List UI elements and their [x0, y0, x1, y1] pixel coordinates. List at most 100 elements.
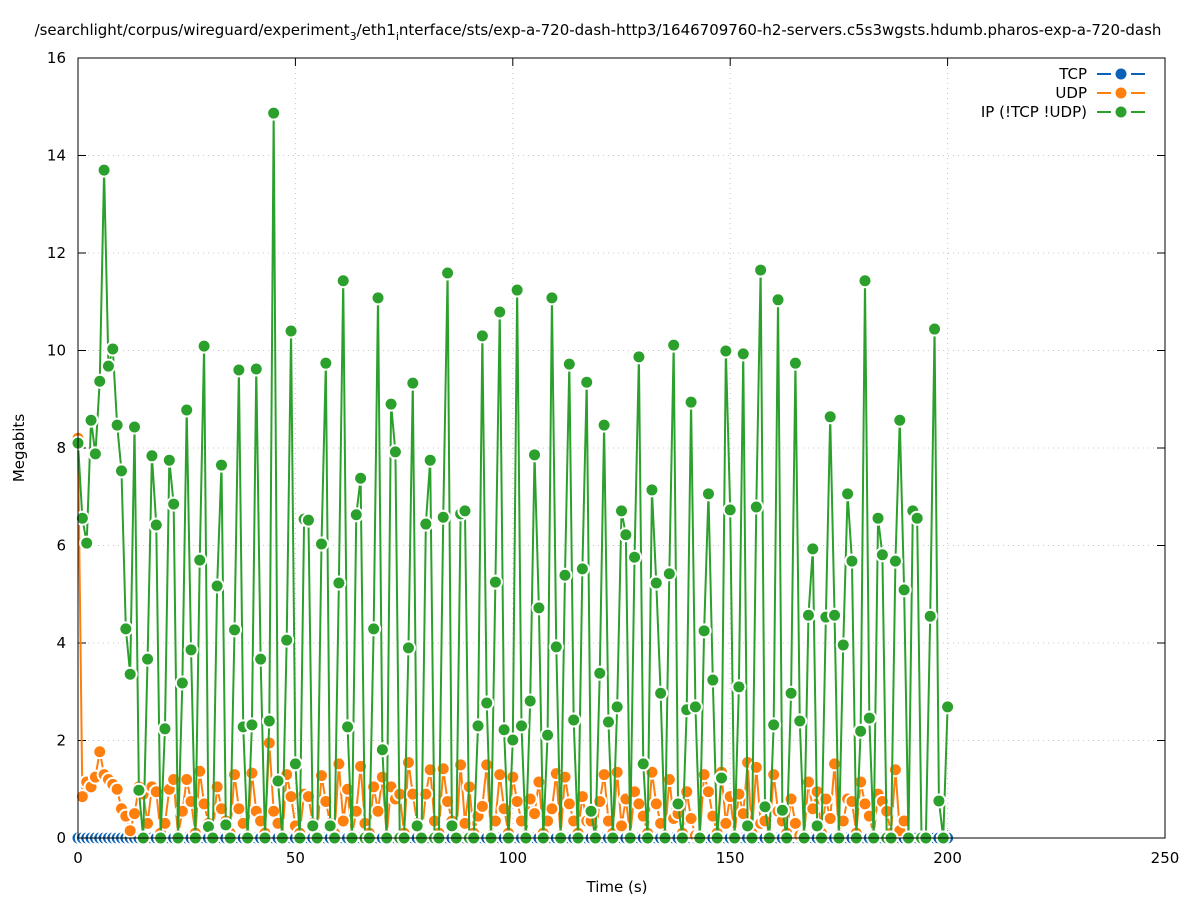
axes: 0 2 4 6 8 10 12 14 16 0 50 100 150 200 250	[47, 49, 1179, 867]
x-tick-label: 150	[716, 849, 745, 867]
data-point	[731, 679, 747, 695]
data-point	[387, 444, 403, 460]
data-point	[313, 536, 329, 552]
data-point	[400, 754, 416, 770]
data-point	[227, 767, 243, 783]
data-point	[561, 796, 577, 812]
data-point	[874, 547, 890, 563]
data-point	[122, 666, 138, 682]
data-point	[87, 446, 103, 462]
data-point	[774, 802, 790, 818]
y-tick-label: 8	[56, 439, 66, 457]
data-point	[318, 355, 334, 371]
series-ip	[70, 105, 956, 846]
data-point	[783, 685, 799, 701]
data-point	[244, 765, 260, 781]
data-point	[887, 762, 903, 778]
data-point	[127, 806, 143, 822]
data-point	[592, 665, 608, 681]
data-point	[374, 742, 390, 758]
data-point	[666, 337, 682, 353]
data-point	[800, 607, 816, 623]
data-point	[857, 273, 873, 289]
data-point	[896, 582, 912, 598]
data-point	[100, 358, 116, 374]
data-point	[522, 791, 538, 807]
data-point	[583, 803, 599, 819]
plot-border	[77, 57, 1166, 839]
data-point	[253, 651, 269, 667]
data-point	[244, 717, 260, 733]
data-point	[370, 290, 386, 306]
data-point	[227, 622, 243, 638]
legend-marker	[1115, 87, 1127, 99]
data-point	[748, 499, 764, 515]
y-tick-label: 16	[47, 49, 66, 67]
data-point	[192, 552, 208, 568]
data-point	[179, 772, 195, 787]
data-point	[183, 642, 199, 658]
legend-label: IP (!TCP !UDP)	[981, 103, 1087, 121]
data-point	[574, 561, 590, 577]
y-tick-label: 10	[47, 342, 66, 360]
legend-marker	[1115, 68, 1127, 80]
data-point	[279, 632, 295, 648]
data-point	[609, 699, 625, 715]
data-point	[548, 639, 564, 655]
x-tick-label: 100	[498, 849, 527, 867]
data-point	[687, 699, 703, 715]
data-point	[927, 321, 943, 337]
data-point	[331, 756, 347, 772]
data-point	[353, 470, 369, 486]
data-point	[405, 375, 421, 391]
data-point	[474, 328, 490, 344]
data-point	[522, 693, 538, 709]
y-tick-label: 0	[56, 829, 66, 847]
data-point	[92, 744, 108, 760]
data-point	[457, 503, 473, 519]
data-point	[444, 818, 460, 834]
data-point	[827, 607, 843, 623]
data-point	[74, 510, 90, 526]
grid	[78, 58, 1165, 838]
data-point	[209, 779, 225, 795]
y-tick-label: 6	[56, 537, 66, 555]
data-point	[496, 722, 512, 738]
data-point	[313, 768, 329, 784]
data-point	[287, 756, 303, 772]
data-point	[540, 727, 556, 743]
data-point	[209, 578, 225, 594]
data-point	[531, 600, 547, 616]
data-point	[509, 793, 525, 809]
x-axis-label: Time (s)	[586, 878, 648, 896]
legend-marker	[1115, 106, 1127, 118]
data-point	[74, 789, 90, 805]
legend-label: UDP	[1055, 84, 1087, 102]
data-point	[348, 507, 364, 523]
data-point	[857, 796, 873, 812]
data-point	[96, 162, 112, 178]
data-point	[735, 346, 751, 362]
data-point	[887, 553, 903, 569]
data-point	[853, 723, 869, 739]
data-point	[766, 767, 782, 783]
data-point	[113, 463, 129, 479]
data-point	[92, 373, 108, 389]
data-point	[218, 817, 234, 833]
y-axis-label: Megabits	[10, 414, 28, 482]
data-point	[714, 770, 730, 786]
data-point	[544, 801, 560, 817]
y-tick-label: 12	[47, 244, 66, 262]
data-point	[766, 717, 782, 733]
data-point	[787, 815, 803, 831]
data-point	[374, 769, 390, 785]
data-point	[696, 623, 712, 639]
data-point	[740, 818, 756, 834]
data-point	[618, 527, 634, 543]
data-point	[231, 801, 247, 817]
data-point	[940, 699, 956, 715]
data-point	[283, 789, 299, 805]
data-point	[527, 806, 543, 822]
